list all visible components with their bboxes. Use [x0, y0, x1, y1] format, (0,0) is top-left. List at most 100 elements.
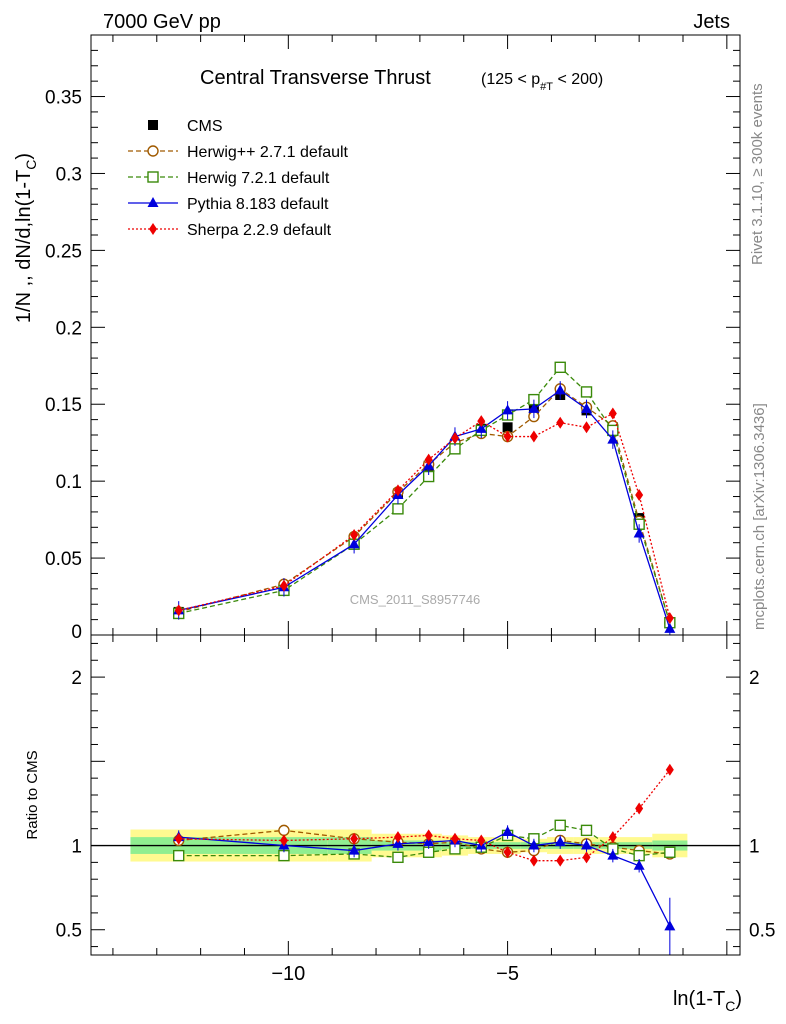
data-point-sherpa	[279, 579, 288, 592]
axes: −10 −5 0.05 0.1 0.15 0.2 0.25 0.3 0.35 0 0.5 0.5 1 1 2…	[45, 34, 775, 985]
y-tick-label: 0.15	[45, 395, 82, 416]
y-tick-label: 0.3	[56, 164, 82, 185]
ratio-point-herwig	[664, 846, 676, 858]
data-point-sherpa	[174, 604, 183, 617]
data-point-sherpa	[477, 415, 486, 428]
y-tick-label: 0.25	[45, 241, 82, 262]
ratio-point-sherpa	[529, 854, 538, 867]
legend-marker-herwig	[147, 145, 159, 157]
data-point-pythia	[528, 402, 540, 413]
legend-marker-sherpa	[149, 223, 157, 235]
data-point-sherpa	[393, 484, 402, 497]
legend: CMS Herwig++ 2.7.1 default Herwig 7.2.1 de…	[128, 118, 349, 239]
y-axis-label: 1/N ,, dN/d,ln(1-TC)	[13, 153, 39, 323]
series-line-sherpa	[178, 412, 671, 619]
legend-marker-herwig	[147, 171, 159, 183]
legend-label-herwig: Herwig++ 2.7.1 default	[187, 144, 349, 161]
ratio-point-sherpa	[393, 831, 402, 844]
chart-title-suffix: (125 < p#T < 200)	[481, 71, 603, 93]
mcplots-label: mcplots.cern.ch [arXiv:1306.3436]	[751, 403, 768, 630]
ratio-point-pythia	[348, 844, 360, 855]
data-point-sherpa	[424, 453, 433, 466]
ratio-y-tick-label-right: 0.5	[749, 921, 775, 942]
data-point-sherpa	[350, 529, 359, 541]
y-tick-label: 0.2	[56, 318, 82, 339]
ratio-point-sherpa	[635, 802, 644, 815]
data-point-pythia	[581, 402, 593, 413]
ratio-y-axis-label: Ratio to CMS	[24, 750, 41, 839]
x-tick-label: −5	[496, 963, 519, 985]
ratio-point-sherpa	[608, 831, 617, 844]
ratio-point-sherpa	[450, 832, 459, 845]
series-line-pythia	[178, 389, 671, 630]
ratio-point-sherpa	[503, 846, 512, 859]
data-point-pythia	[554, 384, 566, 395]
ratio-point-herwig	[554, 819, 566, 832]
ratio-point-sherpa	[556, 854, 565, 867]
ratio-point-sherpa	[582, 851, 591, 864]
ratio-point-pythia	[502, 826, 514, 837]
ratio-point-pythia	[528, 839, 540, 850]
data-point-sherpa	[503, 430, 512, 443]
legend-label-sherpa: Sherpa 2.2.9 default	[187, 222, 332, 239]
ratio-point-sherpa	[350, 832, 359, 845]
data-point-cms	[502, 422, 513, 433]
y-tick-label: 0.1	[56, 472, 82, 493]
data-point-herwig	[392, 503, 404, 515]
data-point-sherpa	[556, 416, 565, 429]
ratio-point-sherpa	[174, 832, 183, 845]
ratio-line-pythia	[178, 831, 671, 927]
ratio-point-pythia	[581, 839, 593, 850]
chart-title: Central Transverse Thrust	[200, 67, 431, 89]
data-point-herwig	[580, 386, 593, 398]
ratio-point-herwig	[278, 824, 290, 837]
ratio-point-sherpa	[477, 834, 486, 847]
ratio-y-tick-label: 0.5	[56, 921, 82, 942]
ratio-point-herwig	[392, 851, 404, 864]
data-point-pythia	[633, 527, 645, 538]
data-point-sherpa	[450, 432, 459, 445]
data-point-pythia	[607, 433, 619, 444]
ratio-y-tick-label-right: 1	[749, 837, 760, 858]
ratio-point-herwig	[580, 824, 593, 837]
data-point-sherpa	[665, 612, 674, 625]
ratio-y-tick-label-right: 2	[749, 668, 760, 689]
watermark: CMS_2011_S8957746	[350, 592, 481, 607]
data-point-pythia	[475, 422, 487, 433]
ratio-point-pythia	[633, 859, 645, 870]
header-category: Jets	[693, 11, 730, 33]
y-tick-label: 0.05	[45, 549, 82, 570]
ratio-line-sherpa	[178, 769, 671, 862]
ratio-point-pythia	[607, 849, 619, 860]
data-point-sherpa	[582, 421, 591, 434]
ratio-point-sherpa	[665, 763, 674, 776]
y-tick-label-zero: 0	[71, 622, 82, 643]
ratio-series	[173, 763, 676, 955]
header-energy: 7000 GeV pp	[103, 11, 221, 33]
ratio-point-pythia	[664, 920, 676, 931]
series-line-herwig	[178, 387, 671, 623]
legend-label-pythia: Pythia 8.183 default	[187, 196, 329, 213]
y-tick-label: 0.35	[45, 88, 82, 109]
ratio-point-sherpa	[424, 829, 433, 842]
data-point-pythia	[348, 538, 360, 549]
main-series	[173, 361, 676, 635]
x-tick-label: −10	[271, 963, 305, 985]
x-axis-label: ln(1-TC)	[673, 988, 742, 1014]
legend-label-herwig: Herwig 7.2.1 default	[187, 170, 330, 187]
legend-marker-cms	[148, 120, 158, 130]
ratio-frame	[90, 634, 741, 956]
legend-label-cms: CMS	[187, 118, 223, 135]
data-point-sherpa	[635, 489, 644, 501]
ratio-point-pythia	[554, 836, 566, 847]
data-point-sherpa	[608, 407, 617, 420]
data-point-pythia	[502, 404, 514, 415]
ratio-point-sherpa	[279, 834, 288, 847]
rivet-label: Rivet 3.1.10, ≥ 300k events	[749, 83, 766, 265]
data-point-sherpa	[529, 430, 538, 443]
data-point-herwig	[554, 361, 566, 374]
ratio-point-herwig	[173, 849, 185, 862]
legend-marker-pythia	[147, 197, 159, 207]
data-point-pythia	[664, 622, 676, 633]
